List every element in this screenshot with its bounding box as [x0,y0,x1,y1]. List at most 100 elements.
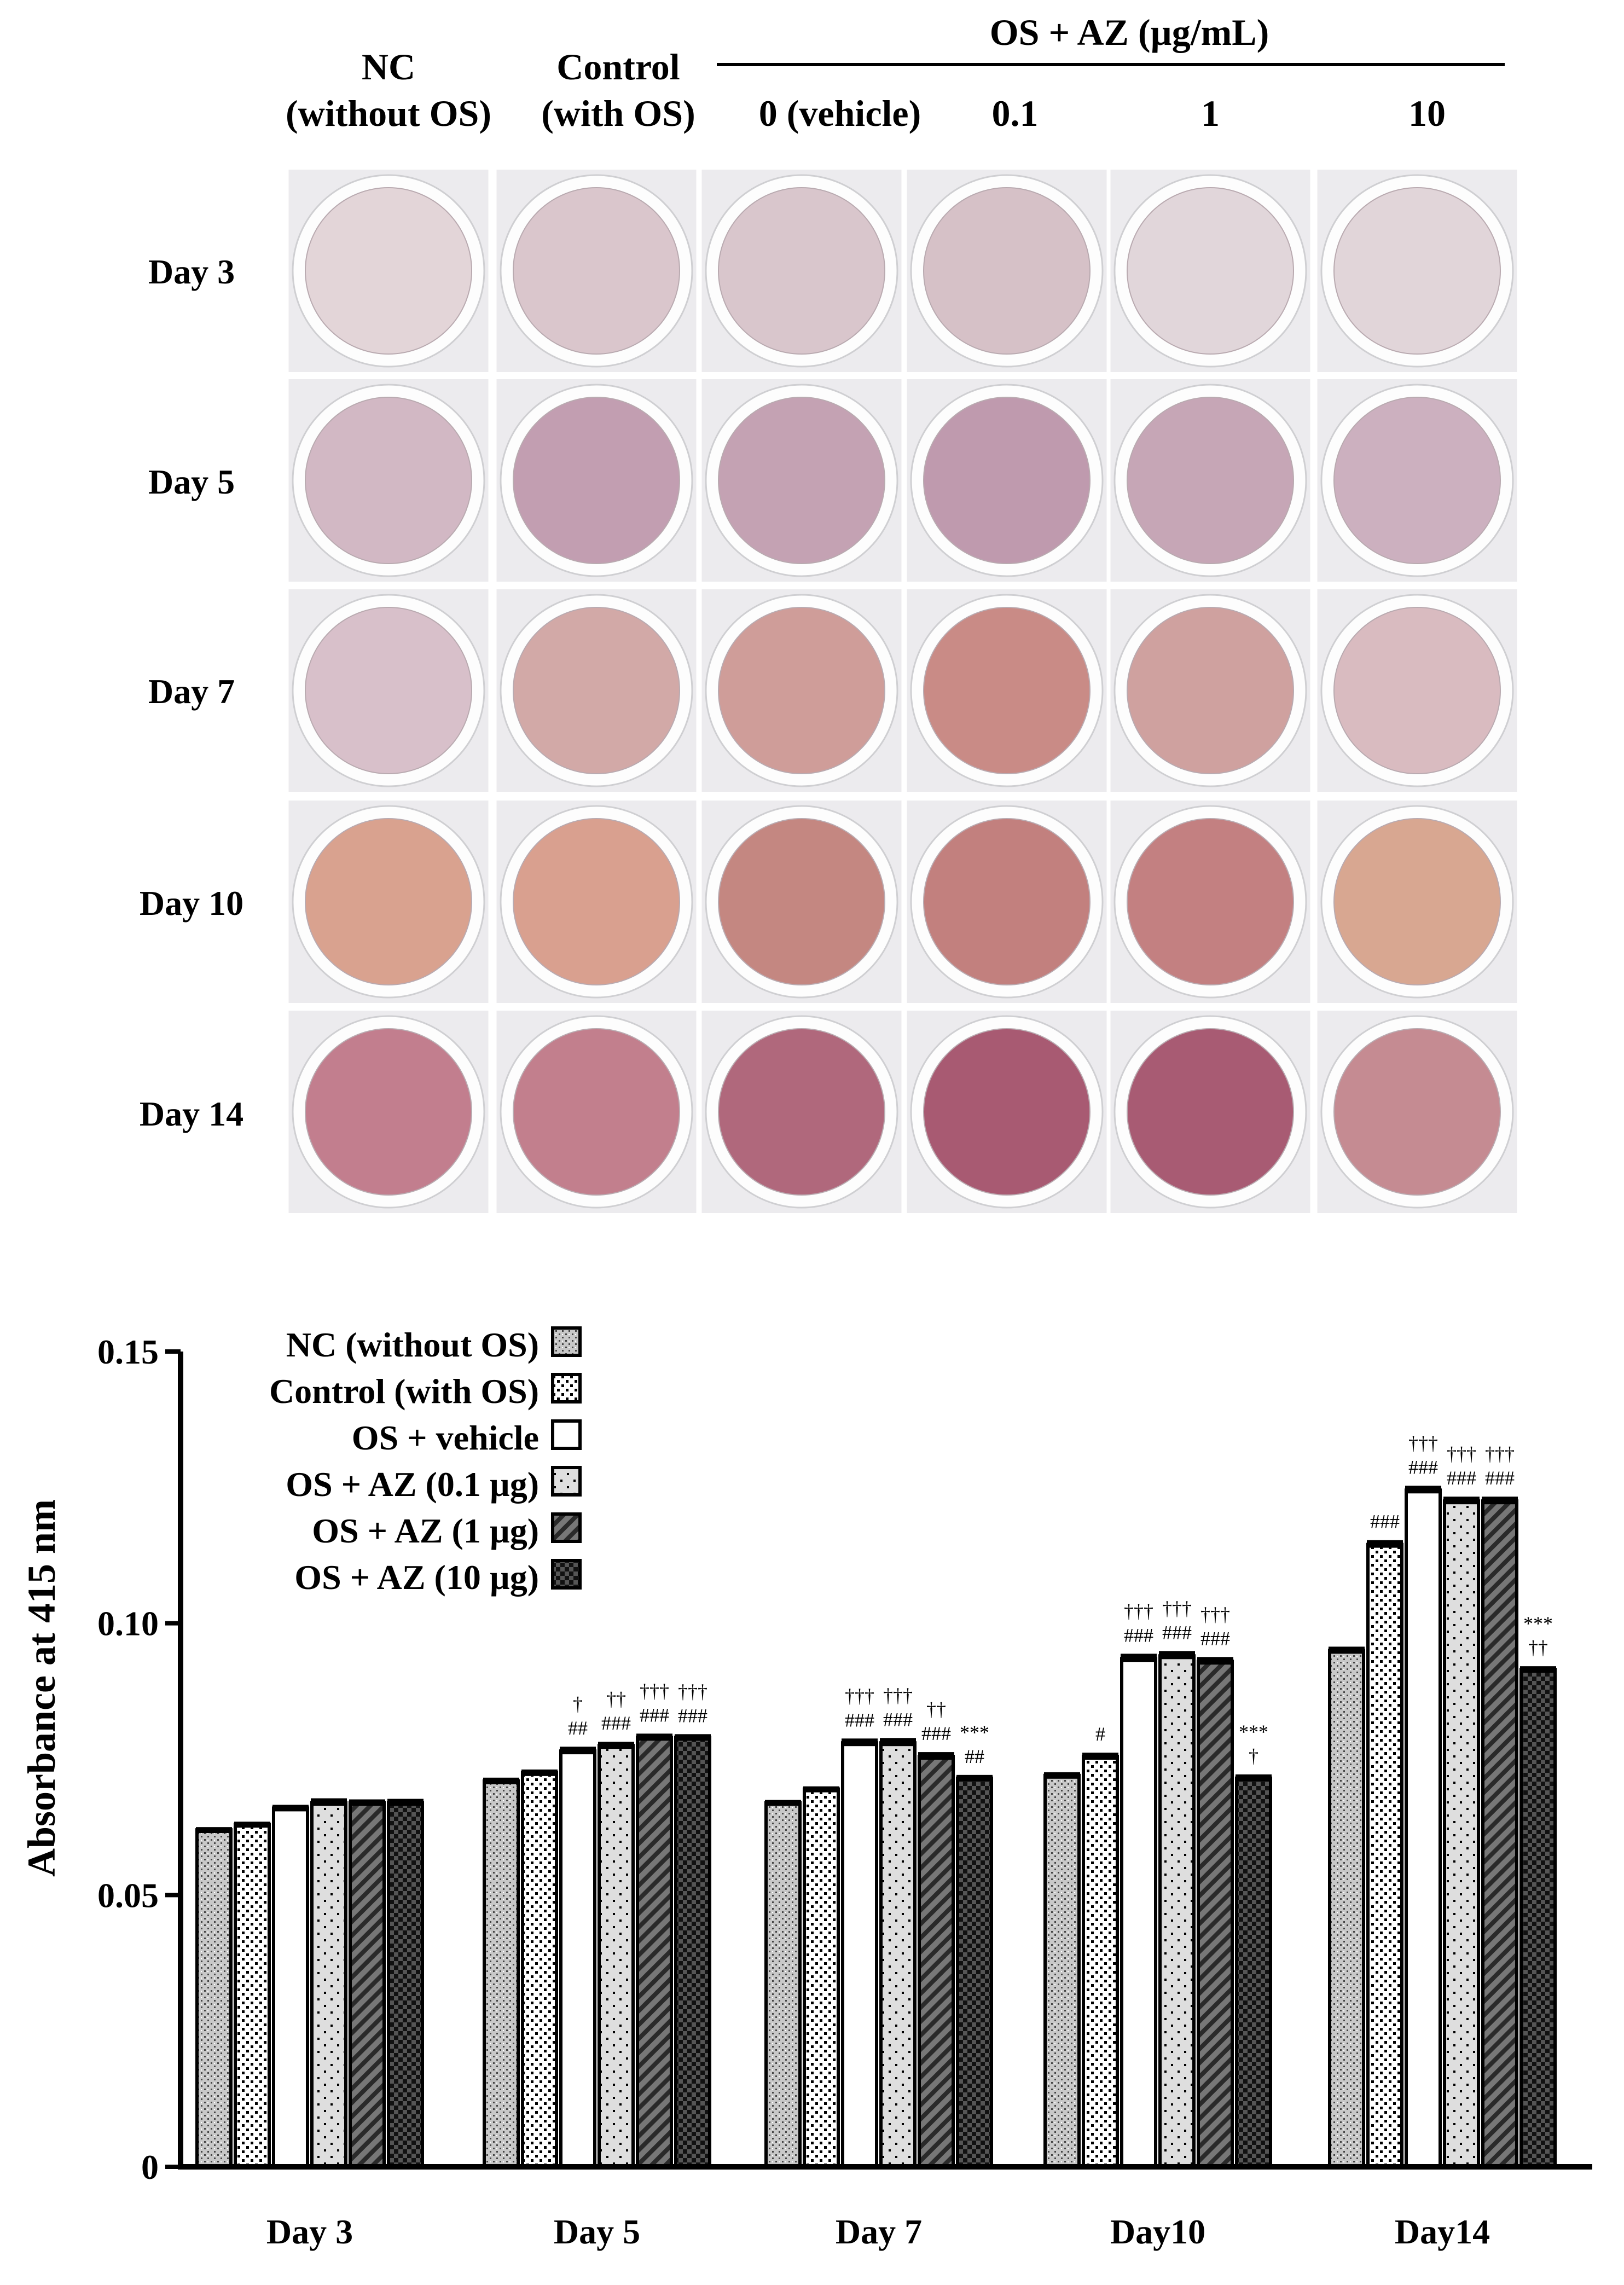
well-r5-c4 [907,1011,1107,1213]
well-r1-c5 [1110,170,1310,372]
bar-day14-s6 [1519,1668,1557,2169]
bar-day14-s4 [1443,1499,1480,2169]
significance-mark: ## [568,1717,588,1739]
well-r4-c1 [288,801,489,1003]
well-r1-c6 [1317,170,1517,372]
well-r3-c4 [907,589,1107,792]
significance-mark: *** [1523,1613,1553,1634]
y-tick-label: 0 [141,2148,159,2187]
error-bar [598,1742,634,1749]
well-r1-c4 [907,170,1107,372]
error-bar [272,1805,309,1812]
column-header-az-1: 1 [1201,92,1220,134]
bar-day3-s6 [387,1801,424,2168]
well-r5-c1 [288,1011,489,1213]
x-category-label: Day 3 [266,2212,353,2251]
row-label-day-10: Day 10 [140,884,243,923]
column-header-az-0.1: 0.1 [992,92,1039,134]
significance-mark: ### [1485,1467,1515,1489]
well-r3-c1 [288,589,489,792]
well-r5-c3 [701,1011,902,1213]
well-r3-c2 [496,589,697,792]
bar-day3-s1 [195,1828,233,2168]
error-bar [1443,1497,1480,1505]
bar-day5-s3 [559,1749,596,2169]
significance-mark: ††† [845,1685,874,1707]
significance-mark: ††† [1162,1597,1192,1619]
bar-day5-s6 [674,1736,711,2168]
error-bar [1367,1540,1403,1548]
significance-mark: †† [1528,1637,1548,1658]
bar-day3-s4 [310,1801,347,2168]
well-r5-c2 [496,1011,697,1213]
column-header-az-10: 10 [1408,92,1446,134]
significance-mark: ### [601,1712,631,1734]
well-r1-c3 [701,170,902,372]
significance-mark: ††† [883,1684,913,1706]
stain-well-panel: OS + AZ (µg/mL) NC (without OS) Control … [140,11,1517,1213]
bar-day10-s2 [1082,1755,1119,2169]
column-header-control-line2: (with OS) [541,92,695,134]
error-bar [234,1822,270,1828]
well-r4-c2 [496,801,697,1003]
bar-day7-s2 [803,1787,840,2168]
column-header-nc-line1: NC [362,46,415,88]
well-r2-c6 [1317,379,1517,582]
error-bar [675,1734,711,1741]
absorbance-bar-chart: Absorbance at 415 nm 00.050.100.15 †##††… [20,1325,1592,2251]
significance-mark: ### [1408,1456,1438,1478]
well-r2-c4 [907,379,1107,582]
well-r1-c1 [288,170,489,372]
significance-mark: †† [606,1688,626,1710]
bar-day3-s2 [234,1823,271,2168]
legend-swatch [551,1466,582,1497]
bar-day10-s5 [1197,1660,1234,2168]
error-bar [1121,1654,1157,1662]
group-header: OS + AZ (µg/mL) [990,11,1269,53]
error-bar [349,1799,385,1806]
error-bar [1197,1657,1233,1665]
error-bar [483,1777,519,1784]
well-r3-c3 [701,589,902,792]
legend-swatch [551,1373,582,1404]
well-r2-c5 [1110,379,1310,582]
legend-swatch [551,1326,582,1357]
x-category-label: Day10 [1110,2212,1205,2251]
column-header-vehicle: 0 (vehicle) [759,92,921,134]
significance-mark: *** [960,1721,989,1743]
well-r5-c5 [1110,1011,1310,1213]
well-r4-c3 [701,801,902,1003]
significance-mark: † [573,1693,583,1715]
significance-mark: ## [965,1745,984,1767]
x-category-label: Day 5 [554,2212,640,2251]
significance-mark: ††† [640,1680,669,1702]
legend-label: OS + AZ (1 µg) [312,1511,539,1550]
x-category-label: Day 7 [836,2212,922,2251]
significance-mark: ### [678,1704,707,1726]
well-r3-c5 [1110,589,1310,792]
y-tick-label: 0.10 [97,1604,159,1643]
error-bar [803,1786,839,1793]
well-r3-c6 [1317,589,1517,792]
significance-mark: # [1095,1723,1105,1745]
y-axis-label: Absorbance at 415 nm [20,1499,63,1877]
legend-swatch [551,1559,582,1590]
bar-day14-s3 [1405,1488,1442,2168]
error-bar [521,1769,558,1776]
bar-day7-s1 [764,1801,802,2168]
well-r2-c3 [701,379,902,582]
bar-day10-s1 [1043,1773,1081,2169]
significance-mark: ### [1200,1627,1230,1649]
significance-mark: ### [845,1709,874,1731]
significance-mark: ††† [678,1680,707,1702]
significance-mark: ### [883,1708,913,1730]
significance-mark: † [1249,1745,1258,1767]
error-bar [880,1738,916,1747]
legend: NC (without OS) Control (with OS) OS + veh… [269,1325,582,1597]
bar-day3-s5 [349,1801,386,2168]
well-r4-c4 [907,801,1107,1003]
bar-day5-s5 [636,1736,673,2168]
significance-mark: ††† [1408,1432,1438,1454]
significance-mark: ††† [1447,1443,1476,1465]
